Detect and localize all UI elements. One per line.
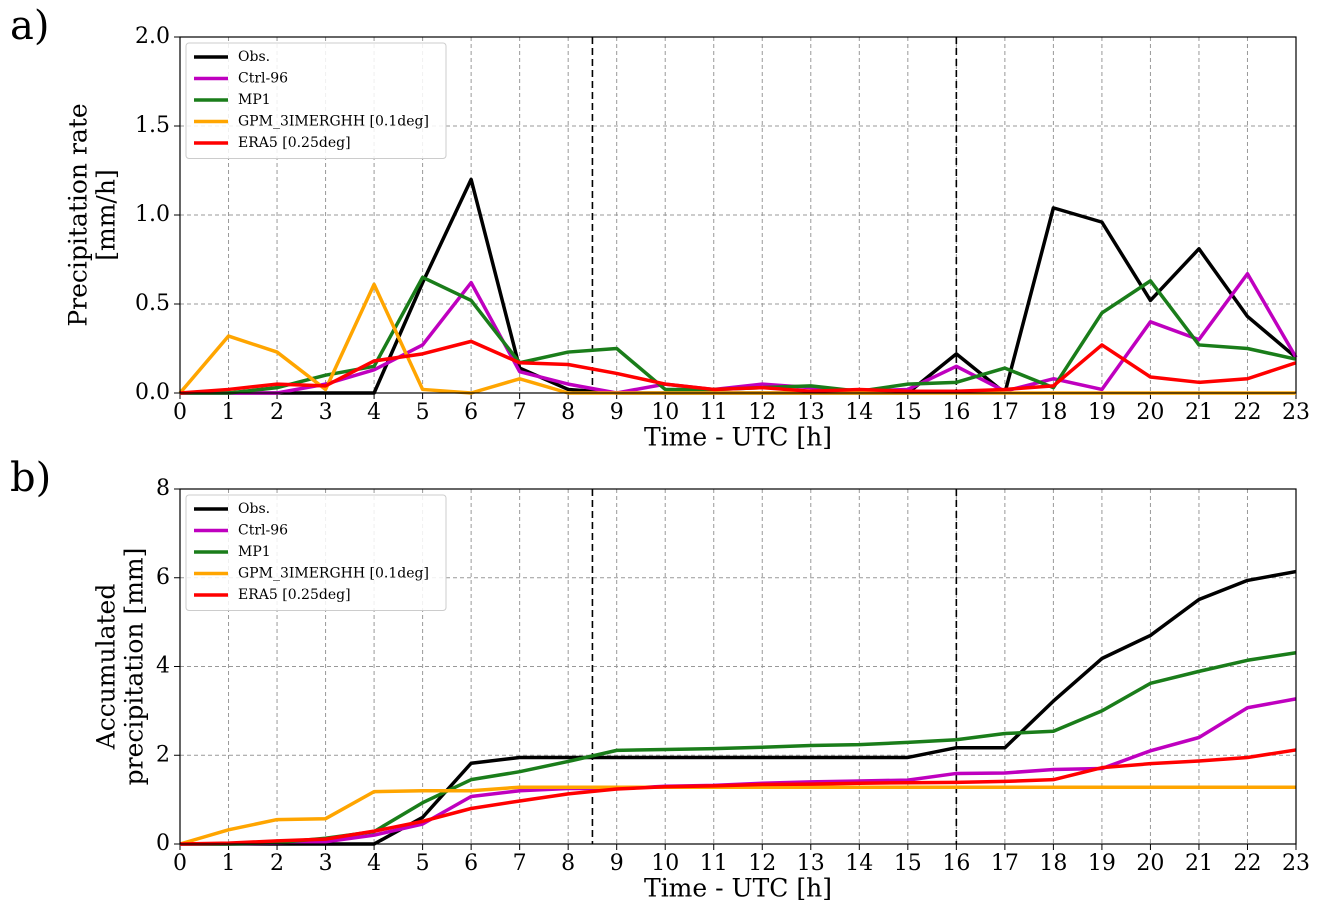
x-tick-label: 12: [748, 400, 776, 425]
x-tick-label: 3: [319, 400, 333, 425]
y-tick-label: 8: [156, 476, 170, 501]
legend-label: ERA5 [0.25deg]: [238, 587, 351, 603]
series-line: [180, 651, 1297, 846]
x-tick-label: 17: [991, 851, 1019, 876]
series-line: [179, 748, 1297, 846]
legend-label: Ctrl-96: [238, 71, 288, 87]
x-tick-label: 19: [1088, 400, 1116, 425]
legend-box: [185, 42, 447, 159]
legend-label: MP1: [238, 92, 271, 108]
x-tick-label: 22: [1233, 400, 1261, 425]
x-axis-label: Time - UTC [h]: [644, 423, 832, 452]
x-tick-label: 5: [416, 400, 430, 425]
x-tick-label: 5: [416, 851, 430, 876]
legend-label: Obs.: [238, 501, 270, 517]
legend-label: Ctrl-96: [238, 523, 288, 539]
y-tick-label: 0.0: [135, 380, 170, 405]
y-tick-label: 6: [156, 565, 170, 590]
x-tick-label: 7: [513, 851, 527, 876]
legend-label: MP1: [238, 544, 271, 560]
x-tick-label: 19: [1088, 851, 1116, 876]
x-tick-label: 7: [513, 400, 527, 425]
y-axis-label: Precipitation rate: [64, 103, 93, 326]
x-tick-label: 9: [610, 400, 624, 425]
x-tick-label: 4: [367, 400, 381, 425]
x-tick-label: 10: [651, 400, 679, 425]
legend-label: Obs.: [238, 49, 270, 65]
legend-box: [185, 494, 447, 611]
series-line: [180, 271, 1298, 395]
x-tick-label: 14: [845, 400, 873, 425]
plot-frame: [179, 488, 1297, 845]
series-line: [179, 339, 1297, 395]
x-tick-label: 1: [222, 400, 236, 425]
y-axis-label: [mm/h]: [92, 169, 121, 260]
x-tick-label: 10: [651, 851, 679, 876]
panel-label: a): [10, 3, 49, 49]
series-line: [180, 569, 1297, 846]
y-tick-label: 2.0: [135, 24, 170, 49]
x-tick-label: 22: [1233, 851, 1261, 876]
x-tick-label: 21: [1185, 851, 1213, 876]
y-axis-label: Accumulated: [92, 584, 121, 751]
x-tick-label: 12: [748, 851, 776, 876]
x-tick-label: 0: [173, 400, 187, 425]
x-tick-label: 3: [319, 851, 333, 876]
y-tick-label: 0: [156, 831, 170, 856]
x-tick-label: 23: [1282, 851, 1310, 876]
x-tick-label: 8: [561, 851, 575, 876]
panel-label: b): [10, 455, 51, 501]
x-tick-label: 0: [173, 851, 187, 876]
x-tick-label: 23: [1282, 400, 1310, 425]
y-tick-label: 2: [156, 742, 170, 767]
x-tick-label: 2: [270, 851, 284, 876]
x-tick-label: 15: [894, 851, 922, 876]
x-tick-label: 8: [561, 400, 575, 425]
y-tick-label: 4: [156, 654, 170, 679]
x-tick-label: 18: [1039, 851, 1067, 876]
legend-label: GPM_3IMERGHH [0.1deg]: [238, 114, 429, 130]
x-tick-label: 9: [610, 851, 624, 876]
x-tick-label: 13: [797, 851, 825, 876]
legend-label: ERA5 [0.25deg]: [238, 135, 351, 151]
x-tick-label: 11: [700, 851, 728, 876]
x-tick-label: 1: [222, 851, 236, 876]
x-tick-label: 16: [942, 400, 970, 425]
y-tick-label: 0.5: [135, 291, 170, 316]
x-tick-label: 15: [894, 400, 922, 425]
series-line: [179, 785, 1296, 846]
plot-frame: [179, 36, 1297, 394]
x-tick-label: 17: [991, 400, 1019, 425]
x-tick-label: 14: [845, 851, 873, 876]
y-tick-label: 1.5: [135, 113, 170, 138]
y-tick-label: 1.0: [135, 202, 170, 227]
y-axis-label: precipitation [mm]: [120, 548, 149, 786]
legend-label: GPM_3IMERGHH [0.1deg]: [238, 566, 429, 582]
x-tick-label: 4: [367, 851, 381, 876]
x-tick-label: 20: [1136, 400, 1164, 425]
panel: a)0 1 2 3 4 5 6 7 8 9 10 11 12 13 14 15 16 17 18 19 20 21 22 23…: [10, 3, 1310, 452]
x-tick-label: 21: [1185, 400, 1213, 425]
x-tick-label: 2: [270, 400, 284, 425]
series-line: [180, 697, 1297, 846]
x-tick-label: 20: [1136, 851, 1164, 876]
x-tick-label: 6: [464, 400, 478, 425]
x-tick-label: 6: [464, 851, 478, 876]
x-tick-label: 18: [1039, 400, 1067, 425]
x-tick-label: 16: [942, 851, 970, 876]
x-tick-label: 11: [700, 400, 728, 425]
x-axis-label: Time - UTC [h]: [644, 874, 832, 903]
x-tick-label: 13: [797, 400, 825, 425]
panel: b)0 1 2 3 4 5 6 7 8 9 10 11 12 13 14 15 16 17 18 19 20 21 22 23…: [10, 455, 1310, 903]
